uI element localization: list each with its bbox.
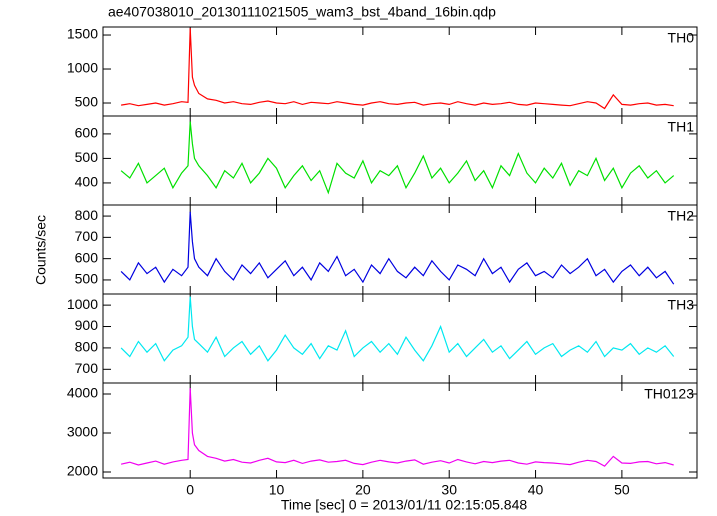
y-tick-label: 500 — [75, 149, 99, 165]
x-tick-label: 30 — [441, 482, 457, 498]
panel-frame — [102, 115, 698, 206]
y-tick-label: 800 — [75, 207, 99, 223]
y-tick-label: 1000 — [67, 60, 98, 76]
x-axis-label: Time [sec] 0 = 2013/01/11 02:15:05.848 — [281, 497, 528, 513]
y-tick-label: 700 — [75, 228, 99, 244]
chart-title: ae407038010_20130111021505_wam3_bst_4ban… — [108, 4, 496, 20]
light-curve — [120, 296, 675, 362]
y-tick-label: 1500 — [67, 26, 98, 42]
y-tick-label: 800 — [75, 339, 99, 355]
y-tick-label: 1000 — [67, 296, 98, 312]
y-tick-label: 700 — [75, 360, 99, 376]
panel-frame — [102, 293, 698, 384]
y-tick-label: 500 — [75, 94, 99, 110]
x-tick-label: 10 — [269, 482, 285, 498]
panel-label: TH1 — [668, 119, 695, 135]
light-curve — [120, 121, 675, 195]
x-tick-label: 0 — [186, 482, 194, 498]
panel-label: TH3 — [668, 297, 695, 313]
panel-label: TH2 — [668, 208, 695, 224]
panel-frame — [102, 382, 698, 479]
y-tick-label: 500 — [75, 271, 99, 287]
panel-frame — [102, 204, 698, 295]
x-tick-label: 50 — [614, 482, 630, 498]
y-tick-label: 600 — [75, 125, 99, 141]
y-tick-label: 4000 — [67, 385, 98, 401]
x-tick-label: 40 — [528, 482, 544, 498]
x-tick-label: 20 — [355, 482, 371, 498]
panel-label: TH0 — [668, 30, 695, 46]
y-tick-label: 2000 — [67, 463, 98, 479]
y-tick-label: 900 — [75, 317, 99, 333]
light-curve — [121, 28, 674, 110]
light-curve — [120, 388, 674, 467]
y-tick-label: 400 — [75, 174, 99, 190]
y-tick-label: 600 — [75, 249, 99, 265]
panel-label: TH0123 — [644, 386, 694, 402]
y-tick-label: 3000 — [67, 424, 98, 440]
y-axis-label: Counts/sec — [33, 215, 49, 285]
light-curve — [120, 211, 675, 285]
